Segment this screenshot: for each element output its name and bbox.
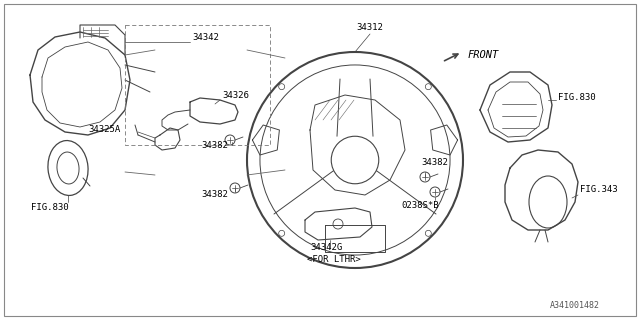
Text: A341001482: A341001482 <box>550 300 600 309</box>
Text: 34382: 34382 <box>202 190 228 199</box>
Text: FIG.830: FIG.830 <box>558 93 596 102</box>
Text: 0238S*B: 0238S*B <box>401 201 439 210</box>
Text: 34342G: 34342G <box>310 243 342 252</box>
Text: <FOR LTHR>: <FOR LTHR> <box>307 255 361 264</box>
Text: 34342: 34342 <box>192 33 219 42</box>
Text: 34312: 34312 <box>356 23 383 32</box>
Text: FIG.343: FIG.343 <box>580 185 618 194</box>
Text: 34326: 34326 <box>222 91 249 100</box>
Text: FRONT: FRONT <box>468 50 499 60</box>
Text: 34325A: 34325A <box>88 125 120 134</box>
Text: 34382: 34382 <box>422 158 449 167</box>
Text: FIG.830: FIG.830 <box>31 203 69 212</box>
Text: 34382: 34382 <box>202 141 228 150</box>
